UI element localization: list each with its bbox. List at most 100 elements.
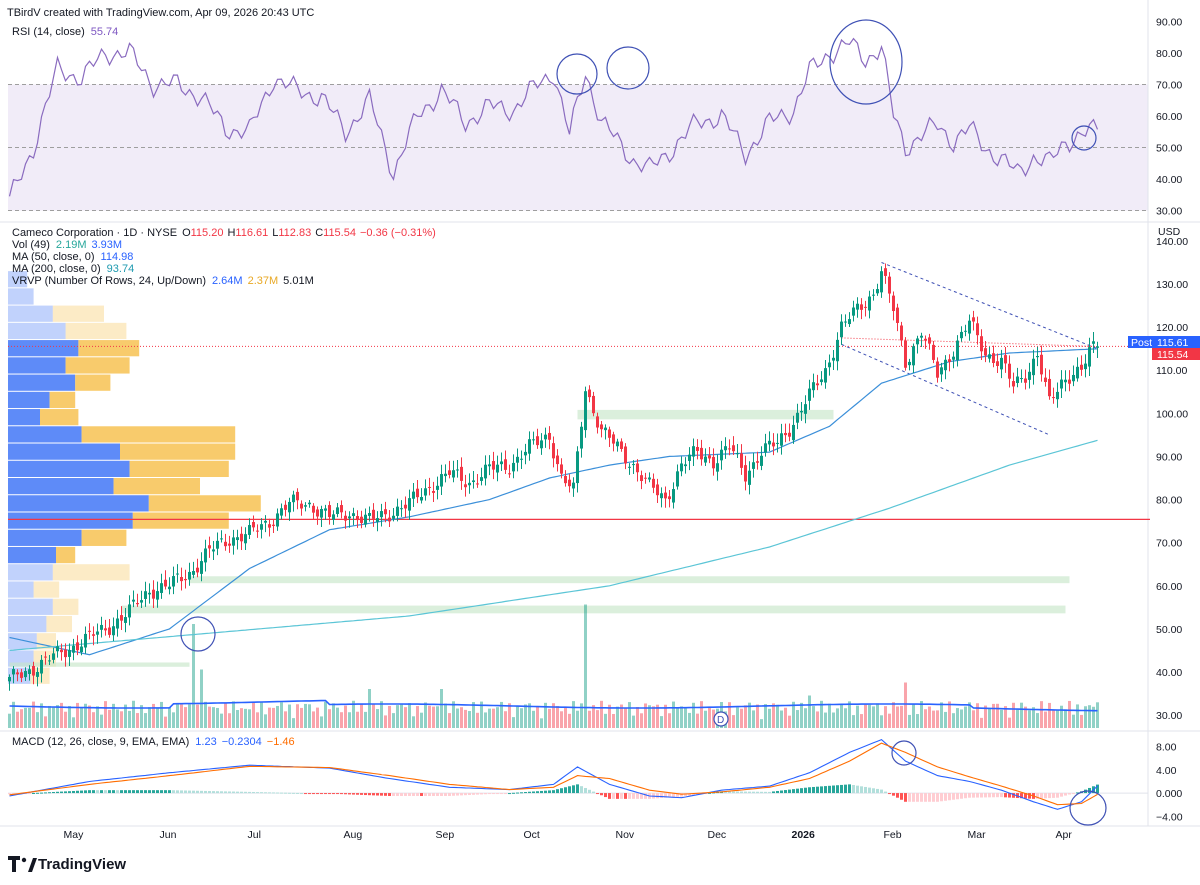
candle: [748, 461, 751, 495]
volume-bar: [896, 706, 899, 728]
volume-bar: [44, 716, 47, 728]
macd-histogram-bar: [372, 793, 375, 796]
volume-bar: [1088, 705, 1091, 728]
candle-body: [284, 504, 287, 510]
candle: [984, 341, 987, 363]
month-label[interactable]: 2026: [792, 829, 816, 841]
month-label[interactable]: Nov: [616, 829, 635, 841]
candle: [780, 423, 783, 455]
macd-header[interactable]: MACD (12, 26, close, 9, EMA, EMA) 1.23 −0.…: [12, 736, 295, 748]
rsi-tick-label: 30.00: [1156, 206, 1182, 218]
candle: [976, 316, 979, 345]
last-price-label: 115.54: [1152, 348, 1200, 361]
candle-body: [160, 583, 163, 593]
dividend-marker[interactable]: D: [713, 711, 729, 727]
candle: [896, 303, 899, 332]
volume-bar: [964, 706, 967, 728]
volume-bar: [748, 702, 751, 728]
volume-bar: [836, 708, 839, 728]
volume-bar: [232, 701, 235, 728]
candle-body: [204, 548, 207, 563]
candle: [1004, 346, 1007, 373]
ma50-legend[interactable]: MA (50, close, 0) 114.98: [12, 251, 133, 263]
time-axis[interactable]: May Jun Jul Aug Sep Oct Nov Dec 2026 Feb Mar Apr: [64, 829, 1073, 841]
candle: [660, 487, 663, 508]
candle-body: [328, 505, 331, 518]
volume-bar: [480, 701, 483, 728]
candle-body: [172, 576, 175, 587]
macd-histogram-bar: [680, 793, 683, 797]
volume-bar: [116, 709, 119, 728]
candle-body: [844, 321, 847, 323]
macd-histogram-bar: [324, 793, 327, 795]
candle: [224, 533, 227, 551]
candle-body: [864, 306, 867, 308]
month-label[interactable]: Dec: [708, 829, 727, 841]
candle-body: [688, 454, 691, 461]
macd-histogram-bar: [576, 784, 579, 794]
price-tick-label: 50.00: [1156, 624, 1182, 636]
month-label[interactable]: Apr: [1056, 829, 1073, 841]
svg-text:D: D: [717, 715, 724, 726]
candle: [360, 510, 363, 529]
macd-histogram-bar: [72, 790, 75, 794]
candle: [116, 609, 119, 637]
candle: [776, 433, 779, 453]
macd-histogram-bar: [208, 791, 211, 794]
volume-bar: [452, 701, 455, 728]
candle: [604, 424, 607, 440]
vrvp-legend[interactable]: VRVP (Number Of Rows, 24, Up/Down) 2.64M 2…: [12, 275, 314, 287]
candle-body: [996, 361, 999, 366]
svg-text:115.61: 115.61: [1157, 337, 1188, 349]
volume-bar: [980, 717, 983, 728]
macd-histogram-bar: [356, 793, 359, 795]
macd-panel[interactable]: [8, 738, 1148, 810]
volume-bar: [840, 704, 843, 728]
signal-line: [9, 742, 1098, 806]
candlestick-series[interactable]: [8, 263, 1099, 691]
ma200-legend[interactable]: MA (200, close, 0) 93.74: [12, 263, 134, 275]
volume-bar: [1068, 700, 1071, 728]
month-label[interactable]: Jul: [248, 829, 261, 841]
candle: [588, 385, 591, 403]
candle-body: [1004, 355, 1007, 364]
volume-bar: [792, 701, 795, 728]
candle: [480, 467, 483, 486]
macd-histogram-bar: [164, 790, 167, 794]
volume-bar: [772, 703, 775, 728]
month-label[interactable]: Feb: [884, 829, 902, 841]
candle-body: [772, 442, 775, 447]
candle-body: [88, 630, 91, 632]
macd-histogram-bar: [528, 791, 531, 794]
month-label[interactable]: Mar: [968, 829, 987, 841]
candle: [960, 326, 963, 342]
macd-histogram-bar: [332, 793, 335, 795]
month-label[interactable]: Oct: [524, 829, 540, 841]
candle: [548, 426, 551, 450]
candle: [96, 623, 99, 644]
volume-bar: [968, 702, 971, 728]
volume-legend[interactable]: Vol (49) 2.19M 3.93M: [12, 239, 122, 251]
candle-body: [1020, 378, 1023, 380]
vp-up-bar: [8, 340, 79, 357]
month-label[interactable]: Sep: [436, 829, 455, 841]
candle-body: [1096, 346, 1099, 348]
month-label[interactable]: Jun: [160, 829, 177, 841]
volume-bar: [248, 709, 251, 728]
macd-histogram-bar: [436, 793, 439, 796]
volume-bar: [92, 712, 95, 728]
candle-body: [944, 359, 947, 371]
month-label[interactable]: May: [64, 829, 85, 841]
candle-body: [200, 561, 203, 574]
volume-bar: [948, 701, 951, 728]
volume-bar: [804, 708, 807, 728]
macd-tick-label: 0.000: [1156, 788, 1182, 800]
candle: [668, 489, 671, 508]
macd-histogram-bar: [744, 791, 747, 794]
candle: [812, 373, 815, 398]
month-label[interactable]: Aug: [344, 829, 363, 841]
symbol-title-line[interactable]: Cameco Corporation · 1D · NYSE O115.20 H11…: [12, 227, 436, 239]
rsi-panel[interactable]: [8, 37, 1099, 197]
price-axis-layer[interactable]: 90.00 80.00 70.00 60.00 50.00 40.00 30.00 140.0…: [1156, 16, 1188, 823]
